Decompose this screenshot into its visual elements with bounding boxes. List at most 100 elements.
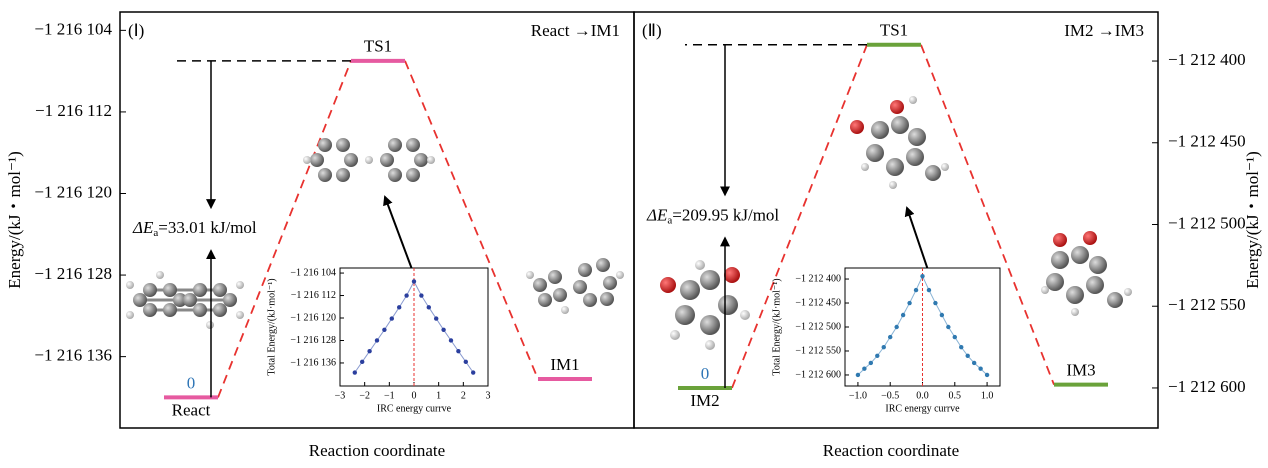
x-tick-label: 0.0 [916, 390, 929, 401]
irc-point [939, 312, 945, 318]
irc-point [404, 293, 409, 298]
x-tick-label: −2 [359, 390, 370, 401]
irc-point [868, 360, 874, 366]
irc-point [965, 353, 970, 358]
y-axis-title: Total Energy/(kJ·mol⁻¹) [266, 278, 277, 375]
inset-frame [339, 267, 489, 387]
x-tick-label: −3 [335, 390, 346, 401]
connector [217, 60, 352, 398]
y-tick-label: −1 216 128 [34, 264, 112, 283]
irc-point [456, 348, 461, 354]
irc-point [426, 305, 431, 310]
irc-point [374, 338, 380, 343]
irc-point [419, 293, 424, 298]
irc-point [926, 287, 932, 293]
irc-point [952, 334, 957, 340]
level-label: TS1 [880, 21, 908, 40]
y-tick-label: −1 212 550 [795, 345, 841, 356]
irc-point [382, 327, 387, 333]
panel-label: (Ⅰ) [128, 21, 144, 40]
molecule-ts1-b [850, 96, 949, 189]
molecule-im1 [526, 258, 624, 314]
pointer-arrows [383, 195, 930, 274]
irc-point [900, 312, 906, 318]
x-axis-title: Reaction coordinate [823, 441, 959, 460]
irc-point [907, 300, 912, 306]
connector [731, 44, 868, 389]
level-label: IM2 [690, 391, 719, 410]
x-tick-label: −1 [384, 390, 395, 401]
connector [920, 44, 1055, 386]
y-tick-label: −1 212 550 [1168, 295, 1246, 314]
irc-point [978, 366, 983, 371]
x-tick-label: −0.5 [881, 390, 899, 401]
delta-text: =33.01 kJ/mol [158, 218, 257, 237]
irc-point [471, 370, 476, 375]
molecules [126, 96, 1132, 350]
background [119, 11, 1159, 429]
molecule-im3 [1041, 231, 1132, 316]
y-tick-label: −1 216 128 [290, 335, 336, 346]
y-tick-label: −1 216 112 [291, 290, 336, 301]
zero-label: 0 [701, 364, 710, 383]
irc-point [360, 359, 365, 365]
irc-point [397, 305, 402, 310]
y-tick-label: −1 216 120 [34, 182, 112, 201]
barrier-label: ΔEa=33.01 kJ/mol [132, 218, 257, 239]
y-axis-title: Total Energy/(kJ·mol⁻¹) [771, 278, 782, 375]
level-label: IM3 [1066, 361, 1095, 380]
level-label: IM1 [550, 355, 579, 374]
reaction-label: React →IM1 [531, 21, 620, 40]
panel-frame [633, 11, 1159, 429]
x-tick-label: 3 [486, 390, 491, 401]
x-tick-label: −1.0 [849, 390, 867, 401]
y-tick-label: −1 212 600 [795, 369, 841, 380]
irc-point [946, 324, 951, 330]
x-tick-label: 0.5 [949, 390, 962, 401]
level-label: TS1 [364, 37, 392, 56]
panel-label: (Ⅱ) [642, 21, 662, 40]
x-tick-label: 0 [412, 390, 417, 401]
delta-subscript: a [153, 227, 158, 239]
y-tick-label: −1 212 400 [795, 273, 841, 284]
y-tick-label: −1 216 104 [290, 267, 336, 278]
inset-frame [844, 267, 1001, 387]
y-tick-label: −1 212 400 [1168, 50, 1246, 69]
irc-point [894, 324, 899, 330]
y-tick-label: −1 212 500 [795, 321, 841, 332]
y-tick-label: −1 212 450 [1168, 132, 1246, 151]
irc-point [441, 327, 446, 333]
delta-symbol: ΔE [646, 205, 668, 224]
irc-point [352, 370, 357, 375]
irc-point [920, 273, 925, 279]
irc-point [913, 287, 919, 293]
x-axis-title: IRC energy currve [885, 403, 960, 414]
irc-point [367, 348, 372, 354]
irc-point [862, 366, 867, 371]
y-tick-label: −1 216 104 [34, 19, 112, 38]
y-tick-label: −1 212 600 [1168, 377, 1246, 396]
x-axis-title: IRC energy currve [377, 403, 452, 414]
irc-point [933, 300, 938, 306]
molecule-react [126, 271, 244, 329]
level-label: React [172, 400, 211, 419]
plots: −1 216 104 −1 216 112 −1 216 120 −1 216 128… [5, 19, 1262, 460]
y-tick-label: −1 216 112 [35, 101, 112, 120]
x-tick-label: 1 [436, 390, 441, 401]
y-tick-label: −1 216 136 [34, 346, 112, 365]
x-tick-label: 1.0 [981, 390, 994, 401]
irc-point [411, 279, 417, 284]
x-axis-title: Reaction coordinate [309, 441, 445, 460]
irc-point [971, 360, 977, 366]
zero-label: 0 [187, 373, 196, 392]
irc-point [888, 334, 893, 340]
barrier-label: ΔEa=209.95 kJ/mol [646, 205, 779, 226]
irc-point [959, 344, 964, 350]
y-tick-label: −1 216 136 [290, 357, 336, 368]
molecule-im2 [660, 260, 750, 350]
irc-point [881, 344, 886, 350]
y-axis-title: Energy/(kJ・mol⁻¹) [1243, 151, 1262, 288]
x-tick-label: 2 [461, 390, 466, 401]
